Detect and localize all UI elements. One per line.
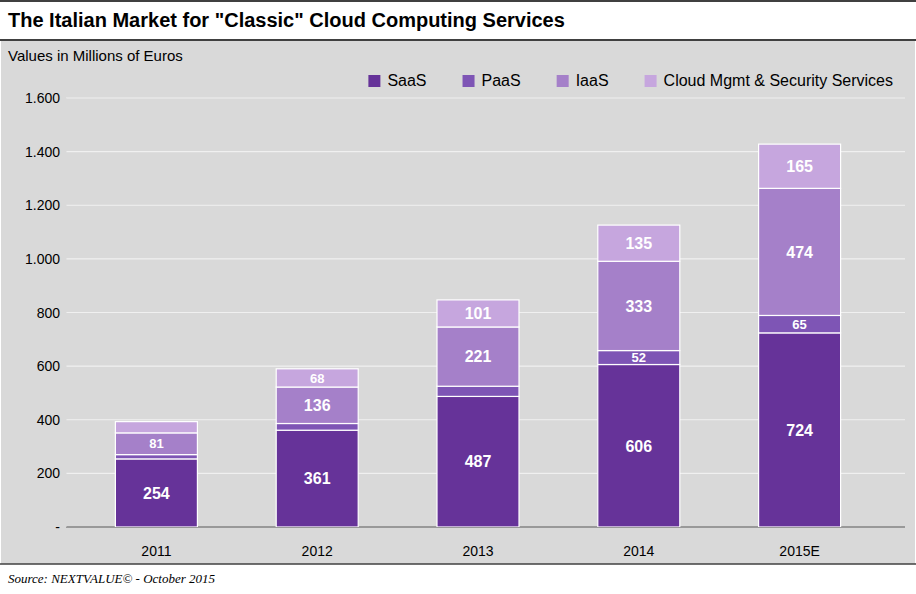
data-label: 68 [310,371,324,386]
bars [115,144,840,527]
bar-segment [115,459,197,527]
bar-segment [276,387,358,423]
y-tick-label: 1.400 [25,144,60,160]
y-tick-label: 600 [37,358,61,374]
data-label: 606 [625,438,652,455]
bar-segment [437,396,519,527]
x-tick-label: 2011 [141,543,171,559]
bar-segment [598,351,680,365]
data-labels: 254 81 361 136 68 487 221 101 606 52 333 135 724 65 47… [143,158,813,502]
legend-swatch [557,75,569,87]
bar-segment [437,327,519,386]
grid-line [66,97,905,98]
background [0,0,916,594]
subtitle: Values in Millions of Euros [8,47,183,64]
title: The Italian Market for "Classic" Cloud C… [8,9,565,31]
bar-segment [276,369,358,387]
data-label: 101 [465,305,492,322]
bar-segment [115,433,197,455]
bar-segment [759,315,841,332]
bar-segment [759,144,841,188]
y-tick-label: 400 [37,412,61,428]
data-label: 254 [143,485,170,502]
bar-segment [598,261,680,350]
frame-line [0,39,916,41]
bar-segment [437,386,519,396]
bar-segment [759,188,841,315]
data-label: 136 [304,397,331,414]
y-tick-label: 800 [37,305,61,321]
data-label: 165 [786,158,813,175]
legend: Cloud Mgmt & Security Services IaaS PaaS Sa… [368,72,893,89]
data-label: 487 [465,453,492,470]
data-label: 65 [792,317,806,332]
bar-segment [276,424,358,431]
frame-line [0,563,916,565]
legend-label: PaaS [482,72,521,89]
data-label: 333 [625,298,652,315]
y-axis [66,98,67,527]
source: Source: NEXTVALUE© - October 2015 [8,571,216,586]
bar-segment [115,455,197,459]
legend-label: SaaS [387,72,426,89]
y-tick-label: 1.200 [25,197,60,213]
data-label: 52 [632,350,646,365]
chart: The Italian Market for "Classic" Cloud C… [0,0,916,594]
data-label: 221 [465,348,492,365]
data-label: 474 [786,244,813,261]
legend-label: Cloud Mgmt & Security Services [664,72,893,89]
data-label: 135 [625,235,652,252]
bar-segment [598,225,680,261]
x-tick-label: 2014 [623,543,654,559]
legend-swatch [463,75,475,87]
x-tick-label: 2013 [462,543,493,559]
data-label: 81 [149,436,163,451]
bar-segment [276,430,358,527]
y-tick-label: 200 [37,465,61,481]
bar-segment [115,422,197,433]
bar-segment [598,365,680,527]
legend-swatch [645,75,657,87]
bar-segment [759,333,841,527]
x-tick-label: 2012 [302,543,333,559]
y-tick-label: 1.600 [25,90,60,106]
bar-segment [437,300,519,327]
y-tick-label: - [55,519,60,535]
legend-swatch [368,75,380,87]
frame-line [0,0,916,2]
y-tick-label: 1.000 [25,251,60,267]
panel [1,40,915,564]
data-label: 724 [786,422,813,439]
legend-label: IaaS [576,72,609,89]
x-tick-label: 2015E [779,543,819,559]
data-label: 361 [304,470,331,487]
